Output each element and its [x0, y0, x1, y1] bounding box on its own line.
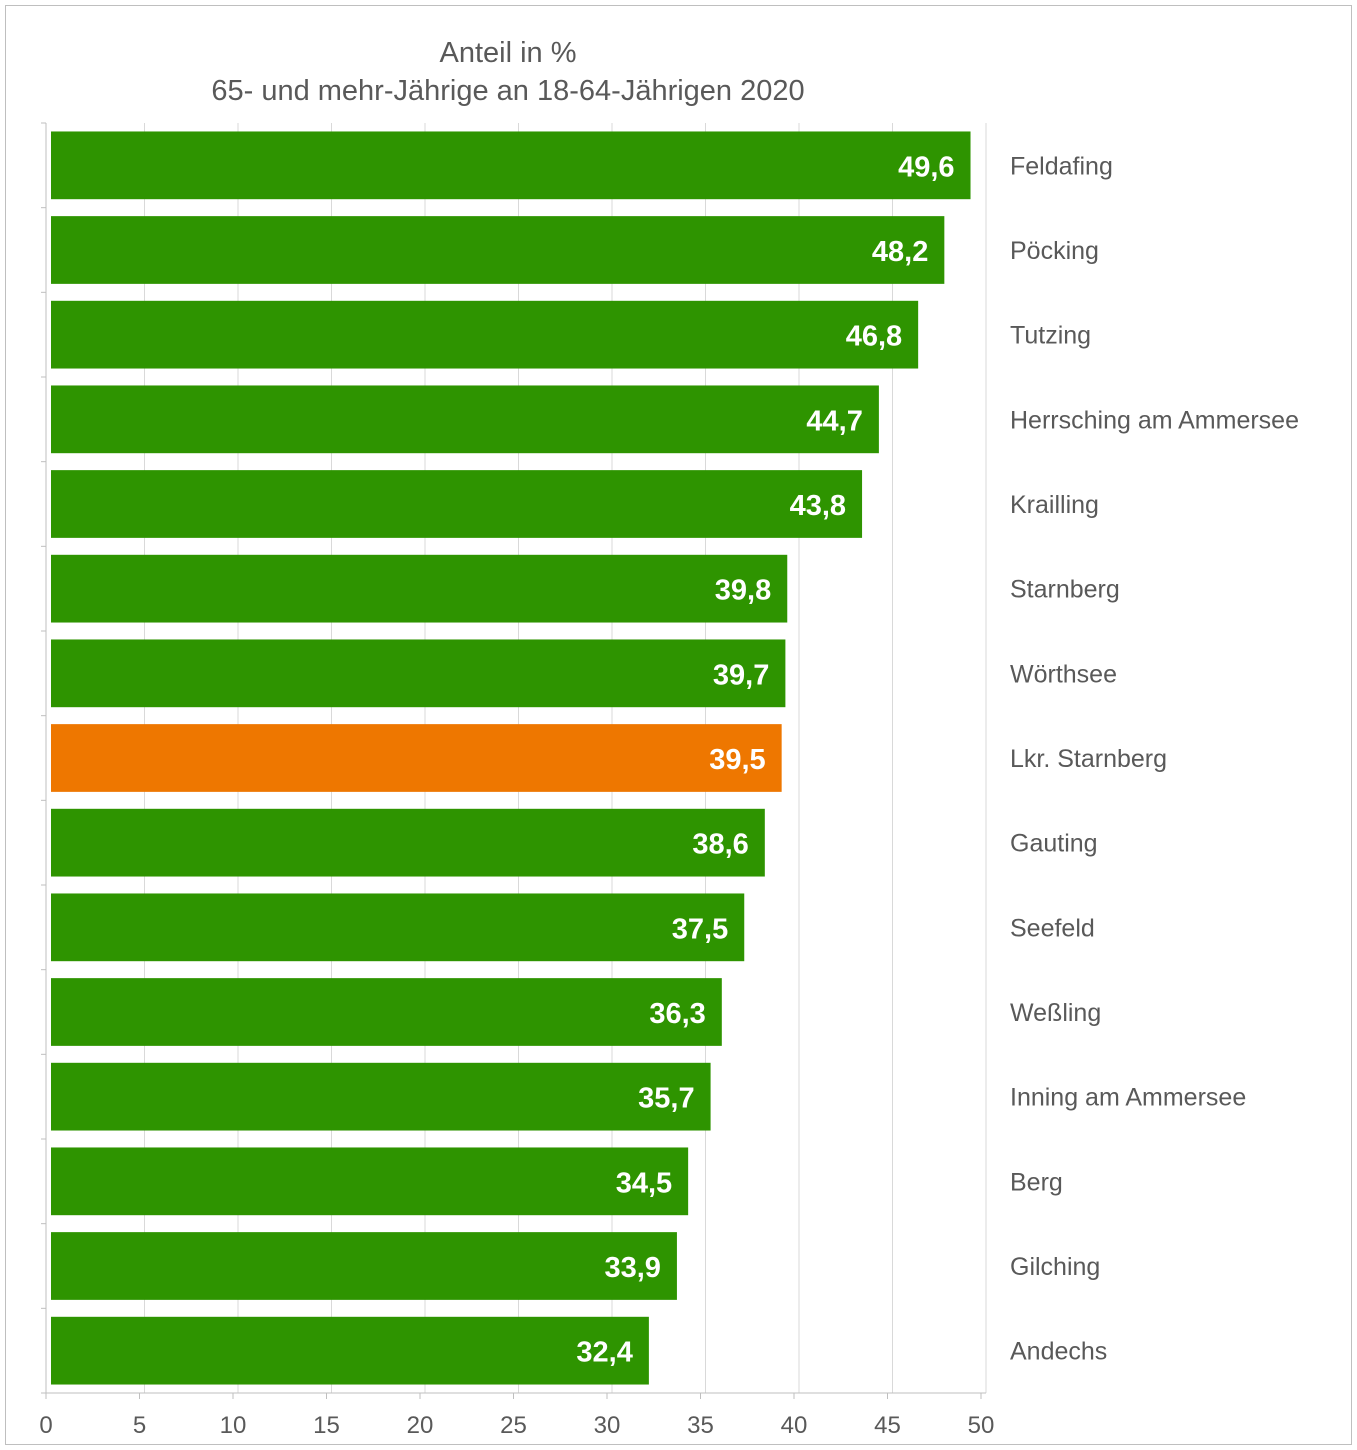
- data-label: 37,5: [672, 913, 728, 945]
- bar-highlight: [51, 724, 782, 792]
- data-label: 35,7: [638, 1083, 694, 1115]
- category-label: Tutzing: [1010, 322, 1091, 350]
- bar: [51, 893, 745, 962]
- data-label: 39,5: [709, 744, 765, 776]
- data-label: 34,5: [616, 1167, 672, 1199]
- category-label: Inning am Ammersee: [1010, 1084, 1246, 1112]
- data-label: 32,4: [576, 1337, 632, 1369]
- bar: [51, 216, 945, 284]
- bar: [51, 1316, 649, 1385]
- x-tick-label: 40: [781, 1412, 808, 1439]
- category-label: Gauting: [1010, 830, 1098, 858]
- data-label: 39,7: [713, 659, 769, 691]
- chart-title: Anteil in % 65- und mehr-Jährige an 18-6…: [58, 34, 958, 110]
- x-tick-label: 15: [313, 1412, 340, 1439]
- category-label: Seefeld: [1010, 914, 1095, 942]
- bar: [51, 1062, 711, 1131]
- category-label: Feldafing: [1010, 152, 1113, 180]
- x-tick-label: 30: [594, 1412, 621, 1439]
- category-label: Berg: [1010, 1168, 1063, 1196]
- category-label: Weßling: [1010, 999, 1101, 1027]
- bar: [51, 385, 879, 454]
- x-tick-label: 5: [133, 1412, 146, 1439]
- category-label: Wörthsee: [1010, 660, 1117, 688]
- data-label: 36,3: [649, 998, 705, 1030]
- x-tick-label: 45: [874, 1412, 901, 1439]
- bar: [51, 1147, 689, 1216]
- chart-title-line-2: 65- und mehr-Jährige an 18-64-Jährigen 2…: [211, 75, 805, 107]
- data-label: 43,8: [790, 490, 846, 522]
- data-label: 33,9: [604, 1252, 660, 1284]
- x-tick-label: 20: [407, 1412, 434, 1439]
- chart-title-line-1: Anteil in %: [439, 37, 577, 69]
- x-tick-label: 10: [220, 1412, 247, 1439]
- bar: [51, 131, 971, 200]
- data-label: 48,2: [872, 236, 928, 268]
- category-label: Krailling: [1010, 491, 1099, 519]
- category-label: Lkr. Starnberg: [1010, 745, 1167, 773]
- data-label: 44,7: [806, 405, 862, 437]
- x-tick-label: 0: [39, 1412, 52, 1439]
- bar: [51, 639, 786, 708]
- x-tick-label: 25: [500, 1412, 527, 1439]
- x-tick-label: 50: [968, 1412, 995, 1439]
- category-label: Gilching: [1010, 1253, 1100, 1281]
- data-label: 46,8: [846, 321, 902, 353]
- bar: [51, 554, 788, 623]
- data-label: 39,8: [715, 575, 771, 607]
- data-label: 49,6: [898, 151, 954, 183]
- bar: [51, 978, 722, 1046]
- bar: [51, 470, 863, 538]
- bar: [51, 300, 919, 369]
- bar: [51, 808, 765, 877]
- bar: [51, 1232, 677, 1300]
- category-label: Herrsching am Ammersee: [1010, 406, 1299, 434]
- category-label: Pöcking: [1010, 237, 1099, 265]
- data-label: 38,6: [692, 829, 748, 861]
- x-tick-label: 35: [687, 1412, 714, 1439]
- category-label: Starnberg: [1010, 576, 1120, 604]
- category-label: Andechs: [1010, 1338, 1107, 1366]
